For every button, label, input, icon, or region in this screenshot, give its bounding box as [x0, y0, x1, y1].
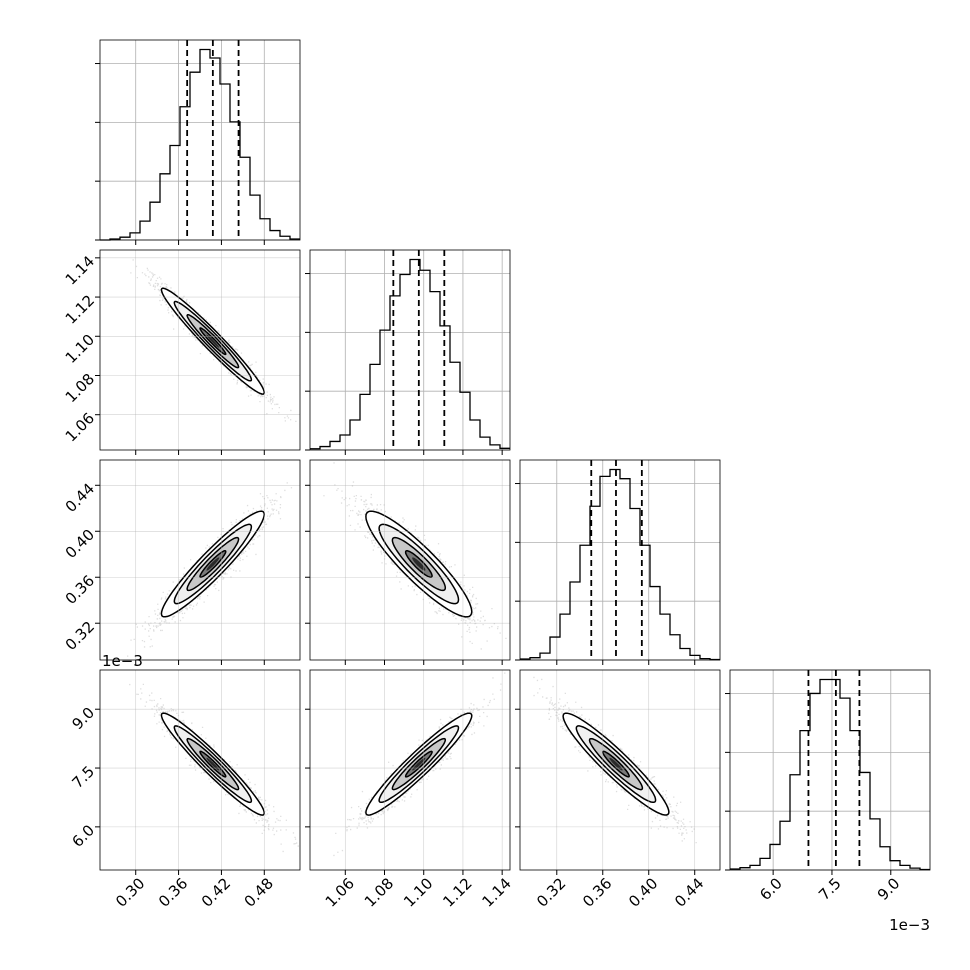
- x-tick-label: 0.30: [112, 874, 148, 910]
- density-fill: [609, 757, 623, 771]
- y-tick-label: 0.36: [62, 572, 98, 608]
- density-fill: [206, 557, 220, 571]
- contour-line: [404, 550, 433, 578]
- x-tick-label: 1.14: [479, 874, 515, 910]
- contour-line: [199, 550, 227, 578]
- scatter-panel-0-2: [99, 459, 301, 661]
- y-tick-label: 1.08: [62, 370, 98, 406]
- y-tick-label: 0.44: [62, 480, 98, 516]
- contour-line: [173, 523, 253, 605]
- contour-line: [365, 510, 473, 618]
- panel-frame: [309, 249, 511, 451]
- scatter-panel-0-3: [99, 669, 301, 871]
- contour-line: [378, 725, 460, 804]
- density-fill: [206, 334, 220, 348]
- contour-line: [404, 750, 433, 778]
- histogram-panel-1: [305, 249, 511, 451]
- contour-line: [575, 725, 657, 804]
- x-tick-label: 0.40: [625, 874, 661, 910]
- panel-frame: [309, 669, 511, 871]
- density-fill: [206, 757, 220, 771]
- scatter-panel-2-3: [519, 669, 721, 871]
- panel-content: [333, 672, 506, 857]
- panel-frame: [99, 249, 301, 451]
- histogram-step: [100, 48, 300, 241]
- x-tick-label: 0.42: [198, 874, 234, 910]
- contour-line: [160, 510, 266, 618]
- x-tick-label: 6.0: [756, 874, 786, 904]
- x-tick-label: 0.36: [155, 874, 191, 910]
- y-offset-label: 1e−3: [102, 652, 143, 670]
- contour-line: [186, 536, 240, 592]
- contour-line: [391, 536, 447, 592]
- histogram-panel-0: [95, 39, 301, 241]
- panel-content: [127, 482, 293, 657]
- contour-line: [378, 523, 460, 605]
- y-tick-label: 0.40: [62, 526, 98, 562]
- panel-frame: [309, 459, 511, 661]
- panel-frame: [729, 669, 931, 871]
- x-tick-label: 0.32: [533, 874, 569, 910]
- contour-line: [186, 737, 240, 791]
- panel-frame: [519, 669, 721, 871]
- histogram-panel-3: [725, 669, 931, 871]
- x-tick-label: 9.0: [874, 874, 904, 904]
- x-tick-label: 0.44: [671, 874, 707, 910]
- histogram-step: [730, 678, 930, 871]
- panel-frame: [99, 459, 301, 661]
- x-tick-label: 0.48: [241, 874, 277, 910]
- contour-line: [160, 712, 266, 816]
- histogram-step: [310, 258, 510, 450]
- contour-line: [365, 712, 473, 816]
- scatter-panel-0-1: [99, 249, 301, 451]
- histogram-panel-2: [515, 459, 721, 661]
- contour-line: [160, 287, 266, 395]
- x-tick-label: 0.36: [579, 874, 615, 910]
- contour-line: [199, 327, 227, 356]
- y-tick-label: 1.12: [62, 291, 98, 327]
- y-tick-label: 1.10: [62, 331, 98, 367]
- y-tick-label: 0.32: [62, 618, 98, 654]
- density-fill: [412, 757, 426, 771]
- panel-frame: [519, 459, 721, 661]
- y-tick-label: 7.5: [68, 762, 98, 792]
- scatter-panel-1-2: [309, 459, 511, 661]
- panel-content: [130, 259, 297, 422]
- contour-line: [186, 313, 240, 369]
- contour-line: [391, 737, 447, 791]
- x-offset-label: 1e−3: [889, 916, 930, 934]
- y-tick-label: 1.06: [62, 409, 98, 445]
- x-tick-label: 1.08: [361, 874, 397, 910]
- y-tick-label: 1.14: [62, 252, 98, 288]
- scatter-panel-1-3: [309, 669, 511, 871]
- density-fill: [412, 557, 426, 571]
- histogram-step: [520, 468, 720, 661]
- x-tick-label: 1.06: [322, 874, 358, 910]
- contour-line: [562, 712, 670, 816]
- contour-line: [173, 725, 253, 804]
- panel-frame: [99, 39, 301, 241]
- panel-content: [533, 676, 697, 844]
- contour-line: [588, 737, 644, 791]
- x-tick-label: 1.10: [400, 874, 436, 910]
- panel-content: [323, 462, 507, 650]
- contour-line: [173, 300, 253, 382]
- panel-frame: [99, 669, 301, 871]
- y-tick-label: 6.0: [68, 821, 98, 851]
- x-tick-label: 7.5: [815, 874, 845, 904]
- x-tick-label: 1.12: [439, 874, 475, 910]
- contour-line: [199, 750, 227, 778]
- y-tick-label: 9.0: [68, 704, 98, 734]
